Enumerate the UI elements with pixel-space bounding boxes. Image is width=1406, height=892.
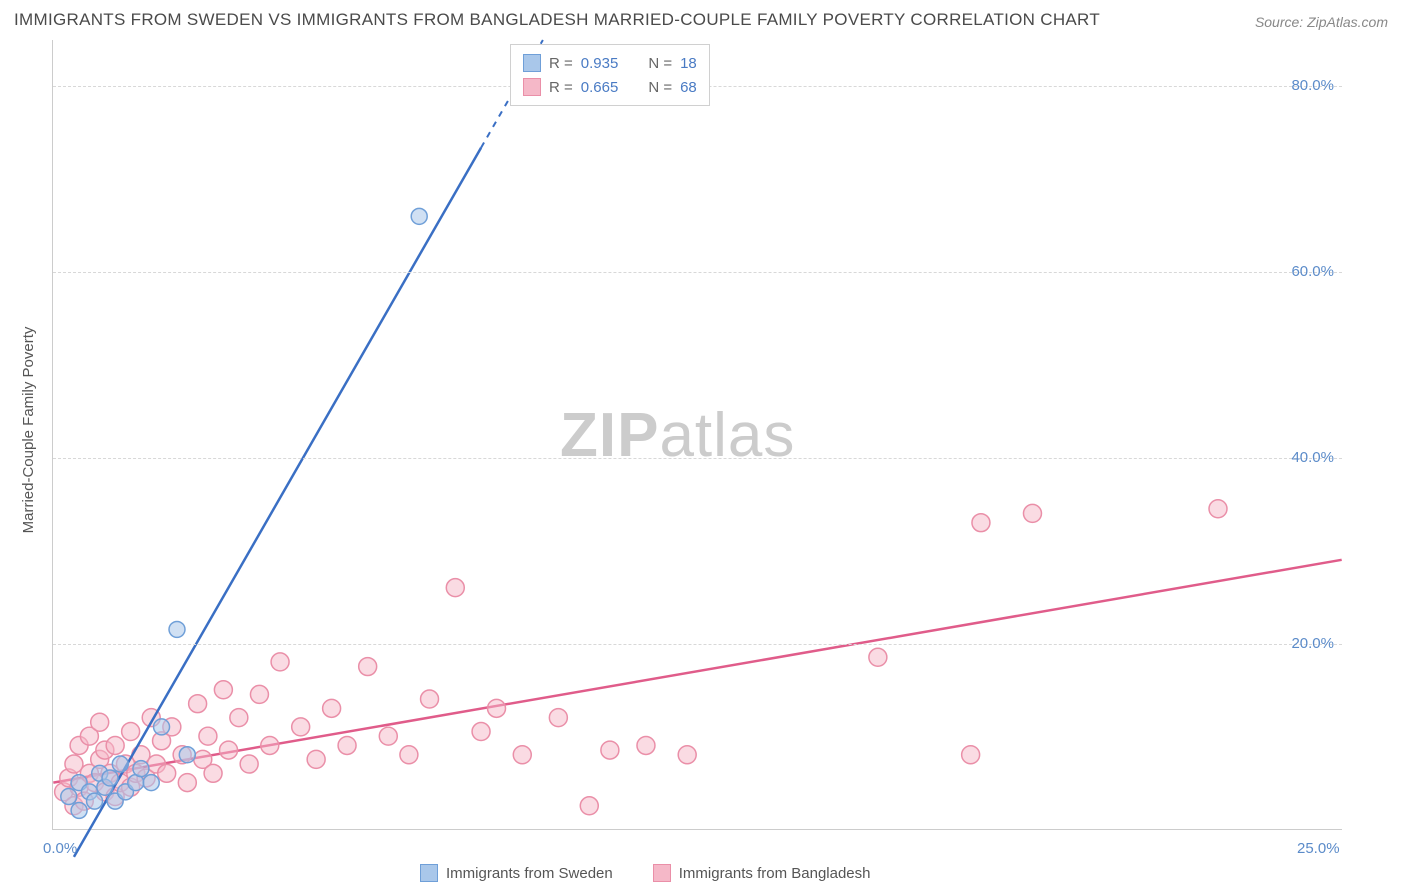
bottom-swatch-bangladesh: [653, 864, 671, 882]
source-attribution: Source: ZipAtlas.com: [1255, 14, 1388, 30]
n-value-bangladesh: 68: [680, 79, 697, 96]
r-label: R =: [549, 79, 573, 96]
plot-svg: [53, 40, 1342, 829]
n-label: N =: [648, 79, 672, 96]
stats-legend-row-bangladesh: R = 0.665 N = 68: [523, 75, 697, 99]
chart-title: IMMIGRANTS FROM SWEDEN VS IMMIGRANTS FRO…: [14, 10, 1100, 30]
y-tick-label: 20.0%: [1291, 635, 1334, 652]
y-tick-label: 40.0%: [1291, 449, 1334, 466]
y-tick-label: 60.0%: [1291, 263, 1334, 280]
stats-legend-row-sweden: R = 0.935 N = 18: [523, 51, 697, 75]
bottom-legend-bangladesh: Immigrants from Bangladesh: [653, 864, 871, 882]
legend-swatch-sweden: [523, 54, 541, 72]
chart-container: IMMIGRANTS FROM SWEDEN VS IMMIGRANTS FRO…: [0, 0, 1406, 892]
y-tick-label: 80.0%: [1291, 77, 1334, 94]
legend-swatch-bangladesh: [523, 78, 541, 96]
y-axis-label: Married-Couple Family Poverty: [20, 327, 37, 534]
bottom-legend: Immigrants from Sweden Immigrants from B…: [420, 864, 870, 882]
n-label: N =: [648, 55, 672, 72]
bottom-legend-label-bangladesh: Immigrants from Bangladesh: [679, 865, 871, 882]
r-value-sweden: 0.935: [581, 55, 619, 72]
bottom-legend-sweden: Immigrants from Sweden: [420, 864, 613, 882]
r-label: R =: [549, 55, 573, 72]
r-value-bangladesh: 0.665: [581, 79, 619, 96]
plot-area: 20.0%40.0%60.0%80.0%0.0%25.0%: [52, 40, 1342, 830]
x-tick-label: 25.0%: [1297, 840, 1340, 857]
x-tick-label: 0.0%: [43, 840, 77, 857]
stats-legend: R = 0.935 N = 18 R = 0.665 N = 68: [510, 44, 710, 106]
n-value-sweden: 18: [680, 55, 697, 72]
bottom-swatch-sweden: [420, 864, 438, 882]
bottom-legend-label-sweden: Immigrants from Sweden: [446, 865, 613, 882]
